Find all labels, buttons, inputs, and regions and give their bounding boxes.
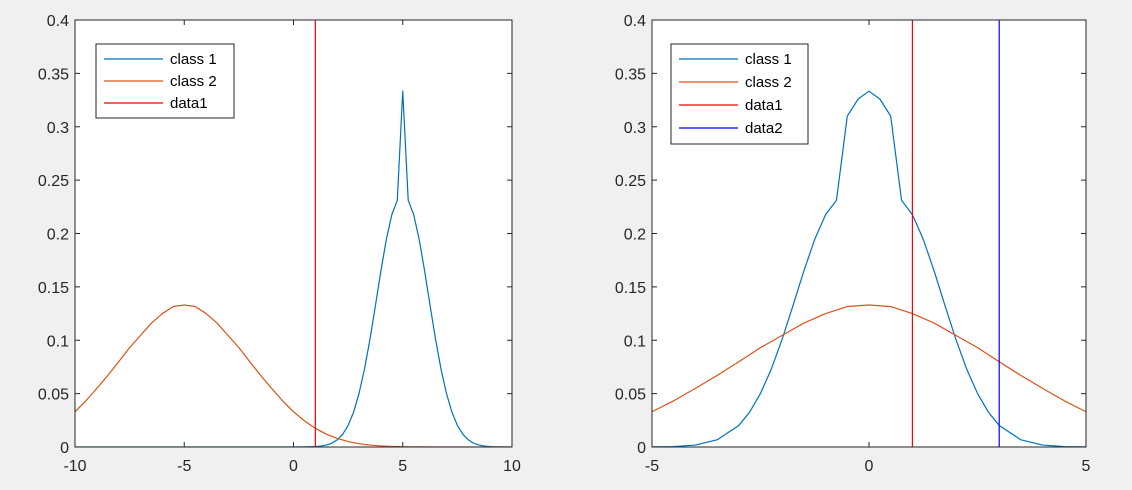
x-tick-label: -5 — [177, 458, 191, 475]
x-tick-label: -10 — [63, 458, 86, 475]
y-tick-label: 0.15 — [38, 280, 69, 297]
legend-label: class 1 — [745, 51, 792, 68]
y-tick-label: 0.35 — [615, 66, 646, 83]
legend-label: data1 — [170, 95, 208, 112]
series-line-class-1 — [652, 90, 1086, 447]
y-tick-label: 0.2 — [47, 227, 69, 244]
y-tick-label: 0.4 — [47, 13, 69, 30]
x-tick-label: 10 — [503, 458, 521, 475]
y-tick-label: 0 — [637, 440, 646, 457]
y-tick-label: 0.3 — [624, 120, 646, 137]
x-tick-label: 5 — [1082, 458, 1091, 475]
y-tick-label: 0.2 — [624, 227, 646, 244]
y-tick-label: 0.05 — [38, 387, 69, 404]
x-tick-label: 5 — [398, 458, 407, 475]
legend-box — [670, 43, 809, 145]
series-line-class-2 — [75, 304, 512, 447]
y-tick-label: 0.3 — [47, 120, 69, 137]
legend-label: class 1 — [170, 51, 217, 68]
legend-label: class 2 — [170, 73, 217, 90]
y-tick-label: 0.35 — [38, 66, 69, 83]
legend-label: data1 — [745, 97, 783, 114]
y-tick-label: 0.4 — [624, 13, 646, 30]
legend: class 1 class 2 data1 — [95, 43, 235, 119]
y-tick-label: 0.25 — [615, 173, 646, 190]
x-tick-label: 0 — [289, 458, 298, 475]
series-line-class-2 — [652, 304, 1086, 413]
x-tick-label: -5 — [645, 458, 659, 475]
y-tick-label: 0.1 — [624, 333, 646, 350]
y-tick-label: 0.1 — [47, 333, 69, 350]
legend-label: class 2 — [745, 74, 792, 91]
chart-left: -10 -5 0 5 10 0 0.05 0.1 0.15 0.2 0.25 0.3 0.35 0.4 cl… — [38, 13, 521, 475]
y-tick-label: 0.25 — [38, 173, 69, 190]
series-group — [75, 20, 512, 447]
y-tick-label: 0.15 — [615, 280, 646, 297]
legend-label: data2 — [745, 120, 783, 137]
legend: class 1 class 2 data1 data2 — [670, 43, 809, 145]
series-line-class-1 — [75, 90, 512, 447]
x-tick-label: 0 — [865, 458, 874, 475]
y-tick-label: 0.05 — [615, 387, 646, 404]
y-tick-label: 0 — [60, 440, 69, 457]
series-group — [652, 20, 1086, 447]
